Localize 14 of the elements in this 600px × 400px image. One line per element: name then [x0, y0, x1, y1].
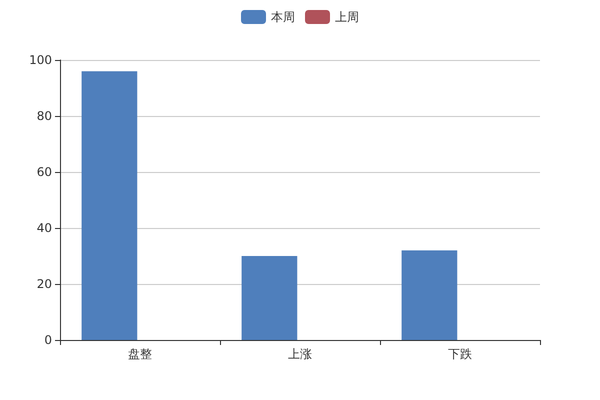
x-tick-label: 下跌 [448, 347, 472, 361]
legend-label: 本周 [271, 10, 295, 24]
legend-label: 上周 [335, 10, 359, 24]
y-tick-label: 0 [44, 333, 52, 347]
x-tick-label: 盘整 [128, 347, 152, 361]
bar [402, 250, 458, 340]
y-tick-label: 80 [36, 109, 52, 123]
y-tick-label: 40 [36, 221, 52, 235]
y-tick-label: 100 [29, 53, 52, 67]
y-tick-label: 20 [36, 277, 52, 291]
y-tick-label: 60 [36, 165, 52, 179]
bar [242, 256, 298, 340]
bar [82, 71, 138, 340]
x-tick-label: 上涨 [288, 347, 312, 361]
